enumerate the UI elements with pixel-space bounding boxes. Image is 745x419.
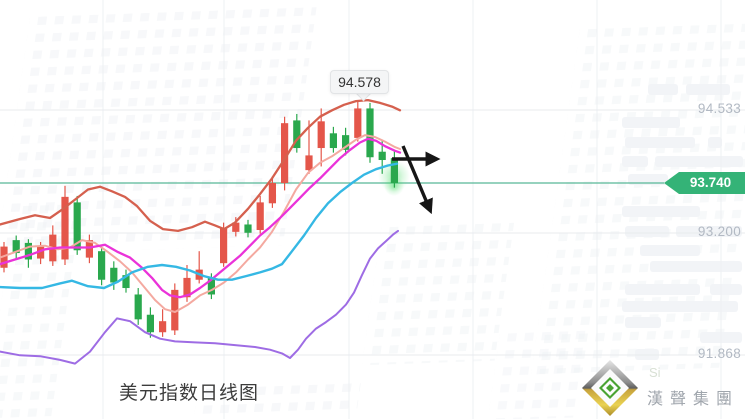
- watermark-bar: [625, 284, 700, 295]
- candle: [134, 288, 142, 325]
- brand-diamond-green-dot: [606, 384, 614, 392]
- brand-faint-text: Si: [649, 365, 661, 380]
- candle: [73, 195, 81, 255]
- watermark-bar: [622, 206, 700, 217]
- candle: [195, 251, 203, 284]
- watermark-bar: [622, 301, 738, 312]
- candle: [268, 176, 276, 208]
- watermark-bar: [710, 284, 742, 295]
- line-ma5: [0, 134, 401, 313]
- candle: [293, 113, 301, 153]
- price-axis-label: 94.533: [697, 101, 741, 116]
- candles-layer: [0, 101, 398, 338]
- candle: [159, 309, 167, 337]
- brand-name: 漢聲集團: [647, 391, 740, 408]
- watermark-bar: [650, 261, 742, 272]
- candle: [244, 219, 252, 238]
- watermark-bar: [708, 137, 722, 148]
- price-tooltip: 94.578: [330, 70, 389, 94]
- watermark-bar: [676, 226, 742, 237]
- candle: [24, 239, 32, 268]
- candle: [12, 235, 20, 259]
- watermark-bar: [655, 156, 743, 167]
- candle: [98, 246, 106, 286]
- watermark-bar: [625, 226, 669, 237]
- candle: [390, 149, 398, 188]
- candle: [256, 195, 264, 234]
- candle: [354, 101, 362, 142]
- current-price-tag: 93.740: [664, 172, 745, 194]
- candle: [171, 283, 179, 336]
- ma-lines-layer: [0, 98, 402, 365]
- line-lower-band: [0, 229, 399, 365]
- line-ma10: [0, 137, 402, 299]
- line-ma30: [0, 162, 399, 290]
- watermark-bar: [625, 137, 695, 148]
- watermark-bar: [648, 84, 678, 95]
- annotation-arrows-layer: [392, 145, 441, 215]
- trend-arrow-down-icon: [401, 145, 433, 215]
- watermark-bar: [622, 117, 680, 128]
- watermark-bar: [625, 317, 661, 328]
- watermark-bar: [628, 174, 668, 185]
- candle: [329, 126, 337, 153]
- candle: [281, 116, 289, 191]
- candle: [61, 185, 69, 266]
- brand-logo: Si 漢聲集團: [581, 357, 745, 419]
- candle: [305, 120, 313, 174]
- candle: [85, 234, 93, 264]
- watermark-bar: [622, 156, 648, 167]
- candle: [49, 225, 57, 266]
- candle: [110, 261, 118, 290]
- price-tooltip-value: 94.578: [338, 74, 381, 90]
- candle: [342, 127, 350, 156]
- watermark-bar: [686, 84, 730, 95]
- price-axis-label: 91.868: [697, 346, 741, 361]
- watermark-bar: [640, 245, 700, 256]
- chart-title: 美元指数日线图: [119, 383, 260, 404]
- line-upper-band: [0, 98, 402, 233]
- candle: [317, 108, 325, 167]
- current-price-value: 93.740: [689, 175, 732, 190]
- candle: [146, 307, 154, 338]
- candle: [122, 269, 130, 293]
- candle: [366, 102, 374, 163]
- price-axis-label: 93.200: [697, 224, 741, 239]
